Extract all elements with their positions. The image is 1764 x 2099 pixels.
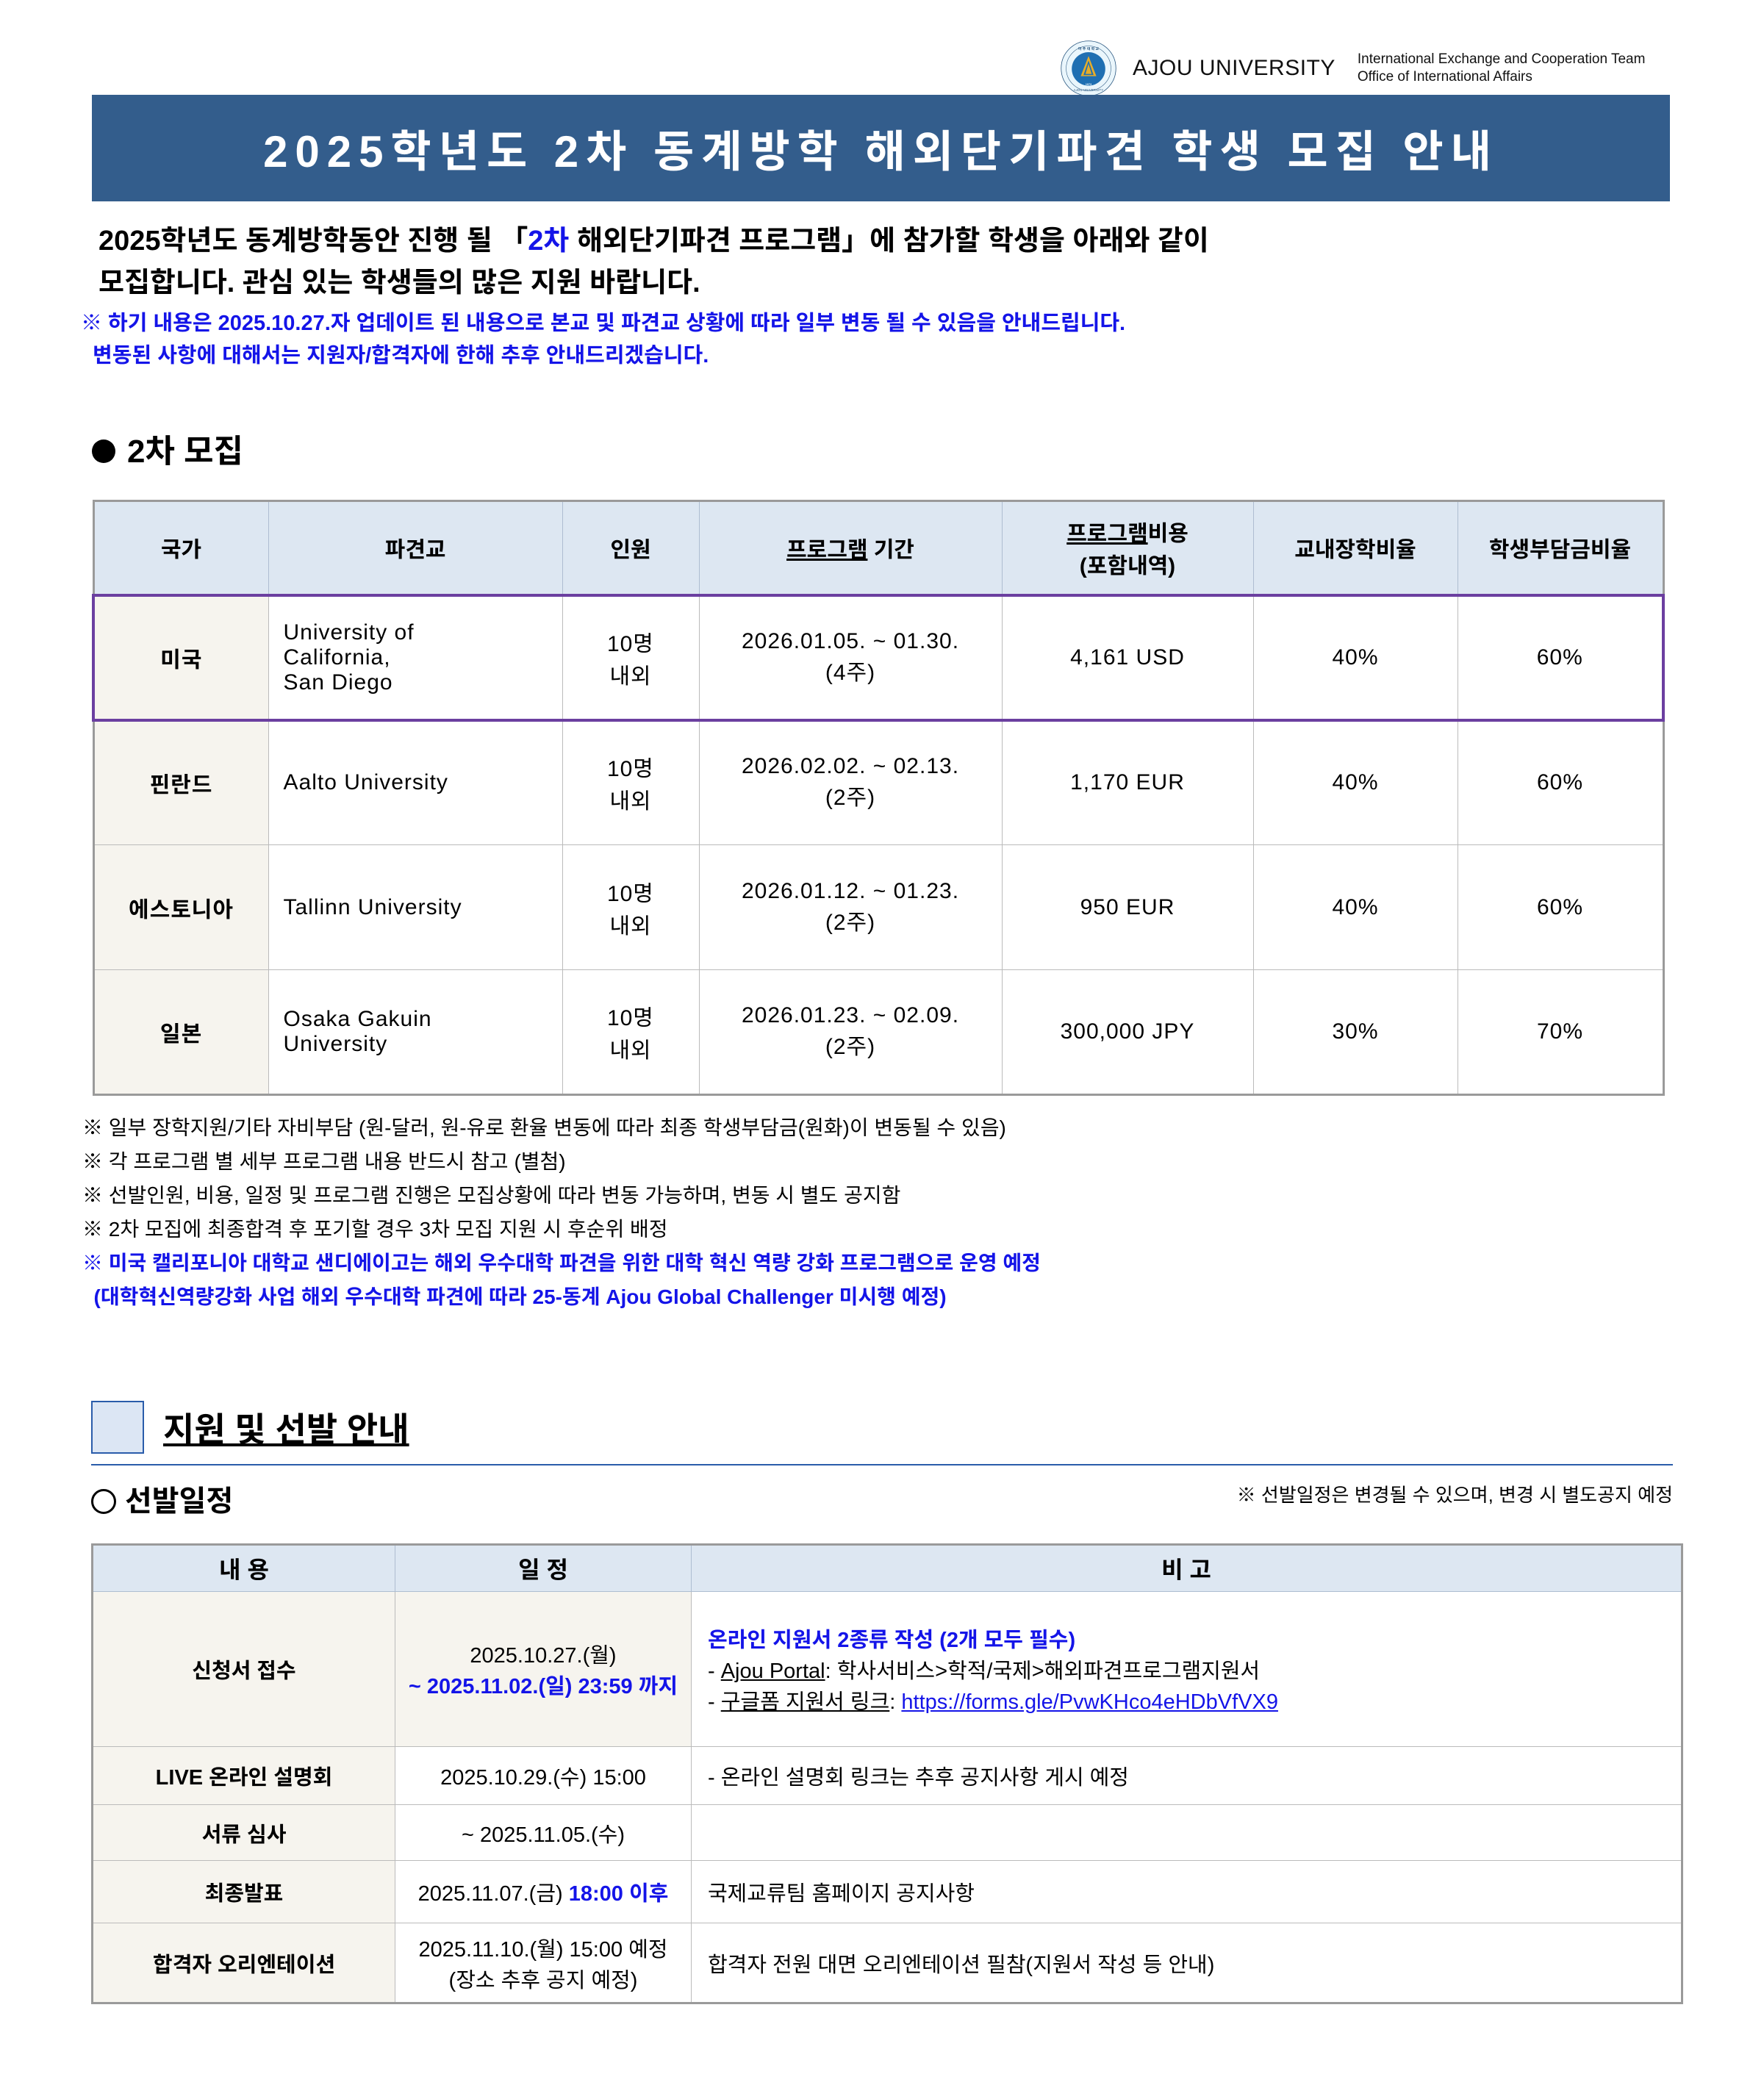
svg-text:AJOU UNIVERSITY: AJOU UNIVERSITY	[1074, 88, 1104, 92]
svg-text:1973: 1973	[1086, 83, 1091, 86]
